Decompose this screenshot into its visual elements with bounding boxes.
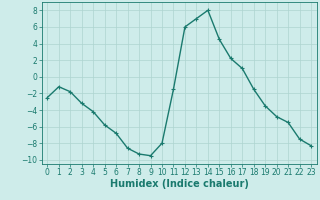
X-axis label: Humidex (Indice chaleur): Humidex (Indice chaleur): [110, 179, 249, 189]
